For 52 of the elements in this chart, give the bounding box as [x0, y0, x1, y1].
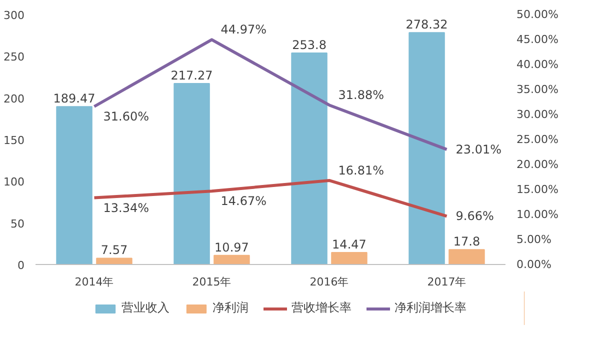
y2-tick-label: 35.00%: [516, 83, 558, 96]
data-label: 31.60%: [103, 110, 150, 124]
bar: [214, 254, 250, 264]
y-tick-label: 50: [10, 217, 25, 230]
y2-tick-label: 30.00%: [516, 108, 558, 121]
data-label: 17.8: [453, 234, 480, 249]
y2-tick-label: 0.00%: [516, 258, 552, 271]
legend-label: 净利润增长率: [394, 300, 466, 316]
y2-tick-label: 50.00%: [516, 8, 558, 21]
x-tick-label: 2015年: [192, 276, 232, 288]
y2-tick-label: 15.00%: [516, 183, 558, 196]
bar: [174, 82, 210, 264]
legend-label: 营业收入: [122, 300, 170, 316]
x-tick-label: 2014年: [74, 276, 114, 288]
legend-label: 营收增长率: [292, 300, 352, 316]
y-tick-label: 150: [4, 134, 25, 147]
bar: [291, 52, 328, 264]
data-label: 14.67%: [220, 194, 267, 208]
data-label: 217.27: [170, 68, 213, 82]
data-label: 7.57: [100, 243, 128, 258]
data-label: 253.8: [292, 38, 326, 52]
y2-tick-label: 5.00%: [516, 233, 552, 246]
y2-tick-label: 10.00%: [516, 208, 558, 221]
y-tick-label: 300: [4, 9, 25, 22]
data-label: 278.32: [406, 18, 448, 32]
line-series: [92, 178, 448, 218]
bar: [331, 252, 368, 264]
bar: [448, 249, 485, 264]
data-label: 23.01%: [456, 142, 502, 156]
data-label: 13.34%: [103, 200, 150, 215]
data-label: 16.81%: [338, 163, 384, 178]
y2-tick-label: 25.00%: [516, 133, 558, 146]
x-tick-label: 2016年: [310, 276, 349, 288]
data-label: 9.66%: [456, 209, 494, 224]
y2-tick-label: 20.00%: [516, 158, 558, 171]
line-series: [92, 38, 448, 151]
data-label: 189.47: [53, 92, 96, 106]
bar: [96, 258, 132, 264]
y-tick-label: 200: [4, 92, 25, 106]
y-tick-label: 250: [4, 50, 25, 64]
y2-tick-label: 40.00%: [516, 58, 558, 71]
y-tick-label: 100: [4, 176, 25, 189]
legend-label: 净利润: [212, 300, 248, 316]
data-label: 31.88%: [338, 88, 384, 102]
data-label: 44.97%: [220, 22, 267, 37]
y2-tick-label: 45.00%: [516, 33, 558, 46]
bar: [408, 32, 445, 264]
x-tick-label: 2017年: [427, 276, 466, 288]
y-tick-label: 0: [18, 259, 24, 272]
bar: [56, 106, 92, 264]
data-label: 14.47: [332, 237, 366, 252]
data-label: 10.97: [214, 240, 249, 254]
